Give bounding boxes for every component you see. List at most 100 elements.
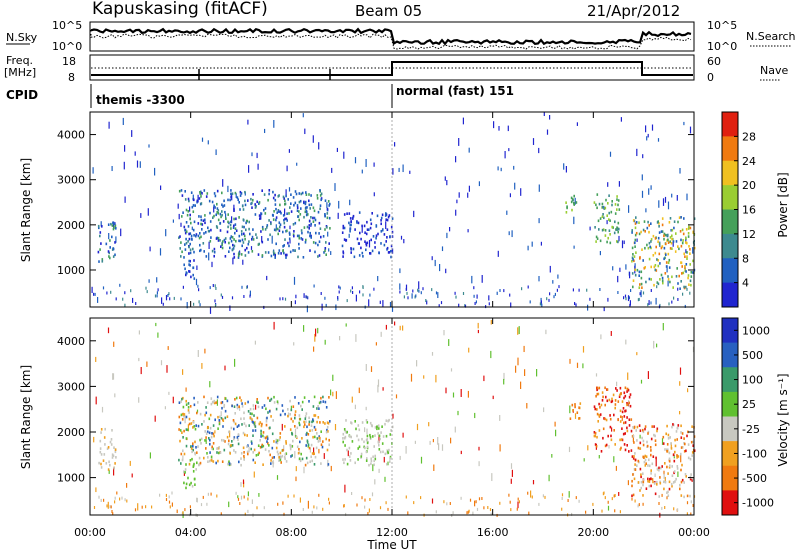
ground-scatter-cell <box>361 496 362 499</box>
ground-scatter-cell <box>420 496 421 499</box>
echo-cell <box>677 221 679 224</box>
ground-scatter-cell <box>316 506 317 509</box>
echo-cell <box>350 217 352 220</box>
echo-cell <box>288 212 290 215</box>
echo-cell <box>634 242 636 245</box>
echo-cell <box>666 265 668 268</box>
echo-cell <box>251 413 253 416</box>
echo-cell <box>298 243 300 246</box>
echo-cell <box>181 189 183 192</box>
echo-cell <box>669 460 671 463</box>
echo-cell <box>626 390 628 393</box>
echo-cell <box>311 424 313 427</box>
ground-scatter-cell <box>573 288 574 291</box>
echo-speck <box>445 388 446 394</box>
echo-cell <box>291 418 293 421</box>
echo-cell <box>284 238 286 241</box>
echo-cell <box>644 428 646 431</box>
echo-cell <box>203 396 205 399</box>
echo-cell <box>647 445 649 448</box>
echo-speck <box>679 168 680 174</box>
echo-cell <box>637 426 639 429</box>
echo-cell <box>183 264 185 267</box>
echo-cell <box>629 418 631 421</box>
echo-cell <box>244 191 246 194</box>
echo-cell <box>359 429 361 432</box>
echo-speck <box>677 472 678 478</box>
echo-speck <box>168 346 169 350</box>
ground-scatter-cell <box>180 297 181 300</box>
ground-scatter-cell <box>481 497 482 500</box>
echo-cell <box>602 203 604 206</box>
echo-cell <box>636 464 638 467</box>
echo-speck <box>289 187 290 191</box>
echo-cell <box>649 258 651 261</box>
echo-speck <box>555 430 556 437</box>
ground-scatter-cell <box>617 291 618 294</box>
echo-cell <box>595 240 597 243</box>
ground-scatter-cell <box>241 286 242 289</box>
echo-cell <box>243 417 245 420</box>
ground-scatter-cell <box>406 292 407 295</box>
echo-cell <box>345 436 347 439</box>
echo-cell <box>262 254 264 257</box>
echo-cell <box>305 203 307 206</box>
echo-speck <box>526 403 527 408</box>
echo-cell <box>329 217 331 220</box>
echo-cell <box>641 283 643 286</box>
echo-speck <box>530 491 531 498</box>
echo-cell <box>574 406 576 409</box>
echo-cell <box>614 407 616 410</box>
echo-speck <box>95 357 96 362</box>
echo-cell <box>265 228 267 231</box>
echo-speck <box>349 200 350 206</box>
ground-scatter-cell <box>687 501 688 504</box>
ground-scatter-cell <box>157 294 158 297</box>
ground-scatter-cell <box>474 295 475 298</box>
echo-cell <box>658 265 660 268</box>
echo-cell <box>189 218 191 221</box>
ground-scatter-cell <box>623 296 624 299</box>
ground-scatter-cell <box>562 493 563 496</box>
echo-cell <box>648 247 650 250</box>
echo-cell <box>283 219 285 222</box>
echo-cell <box>242 405 244 408</box>
echo-speck <box>600 334 601 339</box>
echo-cell <box>572 409 574 412</box>
echo-cell <box>655 493 657 496</box>
echo-cell <box>606 214 608 217</box>
echo-cell <box>638 221 640 224</box>
ground-scatter-cell <box>413 501 414 504</box>
echo-cell <box>607 388 609 391</box>
echo-speck <box>135 151 136 155</box>
echo-cell <box>317 437 319 440</box>
echo-cell <box>602 391 604 394</box>
echo-cell <box>664 462 666 465</box>
echo-cell <box>276 216 278 219</box>
echo-cell <box>183 482 185 485</box>
echo-speck <box>338 213 339 219</box>
echo-cell <box>207 192 209 195</box>
ground-scatter-cell <box>210 286 211 289</box>
echo-cell <box>616 195 618 198</box>
echo-speck <box>461 389 462 397</box>
echo-speck <box>446 233 447 238</box>
echo-cell <box>213 435 215 438</box>
echo-cell <box>638 274 640 277</box>
ground-scatter-cell <box>541 304 542 307</box>
echo-cell <box>679 287 681 290</box>
echo-cell <box>261 189 263 192</box>
echo-cell <box>678 455 680 458</box>
echo-cell <box>653 254 655 257</box>
echo-cell <box>282 250 284 253</box>
echo-cell <box>293 230 295 233</box>
echo-cell <box>228 431 230 434</box>
echo-cell <box>389 460 391 463</box>
echo-cell <box>631 485 633 488</box>
echo-cell <box>328 439 330 442</box>
echo-cell <box>324 422 326 425</box>
echo-cell <box>604 418 606 421</box>
echo-speck <box>400 456 401 460</box>
echo-cell <box>673 453 675 456</box>
echo-cell <box>217 396 219 399</box>
